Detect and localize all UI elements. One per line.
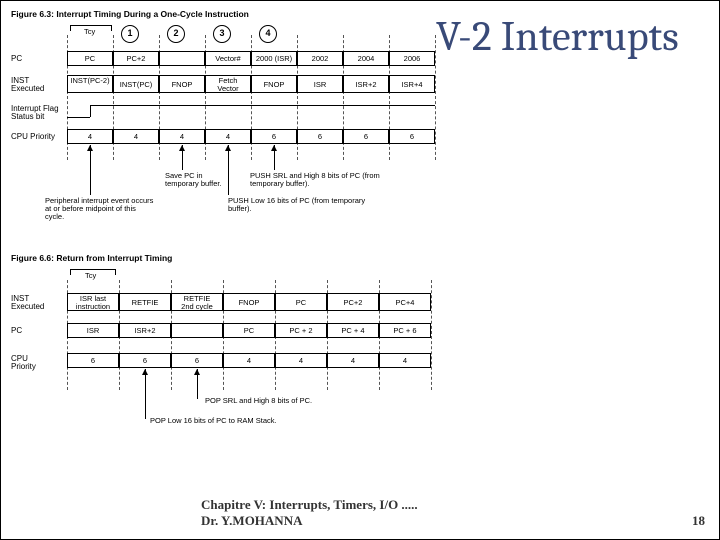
fig2-inst-cell: FNOP	[223, 293, 275, 311]
fig2-pc-cell: PC + 4	[327, 323, 379, 338]
fig1-phase-2: 2	[167, 25, 185, 43]
fig1-prio-label: CPU Priority	[11, 133, 55, 141]
fig2-prio-cell: 6	[171, 353, 223, 368]
fig1-inst-cell: ISR+4	[389, 75, 435, 93]
slide-title: V-2 Interrupts	[436, 15, 701, 59]
fig1-pc-label: PC	[11, 55, 22, 63]
fig1-note-savepc: Save PC in temporary buffer.	[165, 172, 235, 188]
fig1-pc-cell	[159, 51, 205, 66]
fig2-pc-cell: ISR+2	[119, 323, 171, 338]
fig2-inst-label: INSTExecuted	[11, 295, 44, 311]
fig1-inst-cell: INST(PC)	[113, 75, 159, 93]
fig1-inst-cell: ISR+2	[343, 75, 389, 93]
fig1-pc-cell: 2000 (ISR)	[251, 51, 297, 66]
fig1-note-pushlow: PUSH Low 16 bits of PC (from temporary b…	[228, 197, 368, 213]
fig2-pc-cell: PC + 2	[275, 323, 327, 338]
fig2-prio-cell: 4	[379, 353, 431, 368]
fig1-prio-cell: 4	[159, 129, 205, 144]
fig1-note-pushsrl: PUSH SRL and High 8 bits of PC (from tem…	[250, 172, 390, 188]
fig1-note-periph: Peripheral interrupt event occurs at or …	[45, 197, 155, 221]
fig1-flag-line	[90, 105, 435, 106]
fig2-inst-cell: RETFIE	[119, 293, 171, 311]
fig1-prio-cell: 4	[205, 129, 251, 144]
arrow-up-icon	[194, 369, 200, 375]
arrow-up-icon	[142, 369, 148, 375]
fig1-phase-1: 1	[121, 25, 139, 43]
fig1-inst-cell: FetchVector	[205, 75, 251, 93]
fig1-pc-cell: 2006	[389, 51, 435, 66]
fig1-inst-cell: INST(PC-2)	[67, 75, 113, 93]
fig2-inst-cell: RETFIE2nd cycle	[171, 293, 223, 311]
fig2-pc-cell	[171, 323, 223, 338]
arrow-up-icon	[225, 145, 231, 151]
arrow-up-icon	[271, 145, 277, 151]
fig2-pc-cell: PC	[223, 323, 275, 338]
timing-diagrams: Figure 6.3: Interrupt Timing During a On…	[5, 5, 453, 475]
fig2-prio-cell: 6	[119, 353, 171, 368]
fig1-inst-label: INSTExecuted	[11, 77, 44, 93]
fig1-note-arrow	[90, 145, 91, 195]
page-number: 18	[692, 513, 705, 529]
fig1-prio-cell: 6	[297, 129, 343, 144]
fig2-tcy-label: Tcy	[85, 272, 96, 280]
fig1-flag-line	[67, 117, 90, 118]
fig2-prio-cell: 4	[275, 353, 327, 368]
fig2-note-poplow: POP Low 16 bits of PC to RAM Stack.	[150, 417, 370, 425]
fig2-inst-cell: PC	[275, 293, 327, 311]
footer-line1: Chapitre V: Interrupts, Timers, I/O ....…	[201, 497, 418, 512]
fig2-pc-label: PC	[11, 327, 22, 335]
fig1-prio-cell: 6	[343, 129, 389, 144]
fig2-pc-cell: ISR	[67, 323, 119, 338]
fig1-inst-cell: FNOP	[251, 75, 297, 93]
fig1-flag-line	[90, 105, 91, 117]
slide-footer: Chapitre V: Interrupts, Timers, I/O ....…	[201, 497, 418, 530]
fig1-phase-4: 4	[259, 25, 277, 43]
footer-line2: Dr. Y.MOHANNA	[201, 513, 302, 528]
fig1-inst-cell: FNOP	[159, 75, 205, 93]
fig1-prio-cell: 6	[389, 129, 435, 144]
fig1-pc-cell: 2002	[297, 51, 343, 66]
fig2-pc-cell: PC + 6	[379, 323, 431, 338]
fig1-tcy-label: Tcy	[84, 28, 95, 36]
fig1-pc-cell: Vector#	[205, 51, 251, 66]
fig1-dash	[435, 35, 436, 160]
fig2-dash	[431, 280, 432, 390]
fig2-prio-cell: 4	[223, 353, 275, 368]
fig2-inst-cell: PC+2	[327, 293, 379, 311]
fig2-caption: Figure 6.6: Return from Interrupt Timing	[11, 253, 172, 263]
fig1-pc-cell: 2004	[343, 51, 389, 66]
fig1-note-arrow	[228, 145, 229, 195]
fig2-inst-cell: ISR lastinstruction	[67, 293, 119, 311]
arrow-up-icon	[87, 145, 93, 151]
fig2-note-arrow	[145, 369, 146, 419]
fig1-inst-cell: ISR	[297, 75, 343, 93]
fig1-caption: Figure 6.3: Interrupt Timing During a On…	[11, 9, 249, 19]
fig1-prio-cell: 4	[67, 129, 113, 144]
arrow-up-icon	[179, 145, 185, 151]
fig1-pc-cell: PC	[67, 51, 113, 66]
fig2-note-popsrl: POP SRL and High 8 bits of PC.	[205, 397, 385, 405]
fig1-prio-cell: 6	[251, 129, 297, 144]
fig1-prio-cell: 4	[113, 129, 159, 144]
fig1-pc-cell: PC+2	[113, 51, 159, 66]
fig2-prio-cell: 6	[67, 353, 119, 368]
fig2-prio-label: CPUPriority	[11, 355, 36, 371]
fig2-inst-cell: PC+4	[379, 293, 431, 311]
fig1-phase-3: 3	[213, 25, 231, 43]
fig2-prio-cell: 4	[327, 353, 379, 368]
fig1-flag-label: Interrupt FlagStatus bit	[11, 105, 59, 121]
